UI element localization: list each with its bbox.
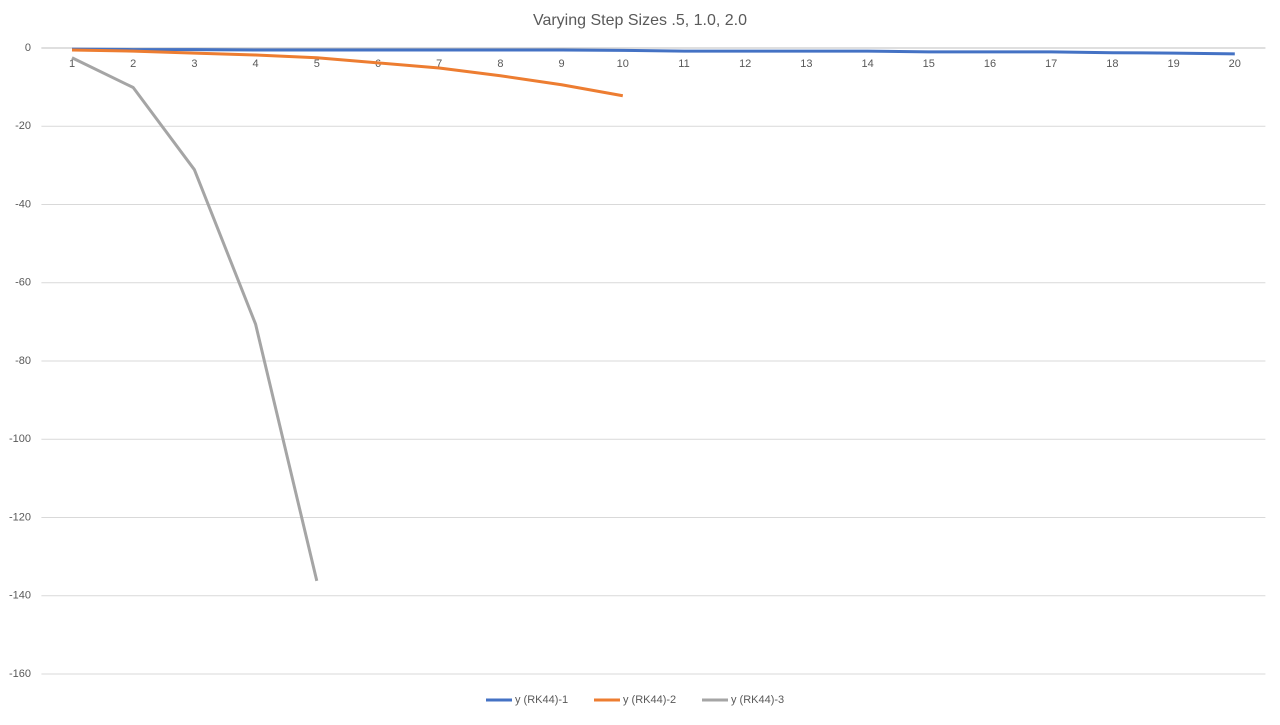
x-tick-label: 10 <box>617 58 629 70</box>
x-tick-label: 5 <box>314 58 320 70</box>
y-tick-label: 0 <box>25 42 31 54</box>
series-line <box>71 56 319 582</box>
x-tick-label: 12 <box>739 58 751 70</box>
y-tick-label: -40 <box>15 198 31 210</box>
x-tick-label: 9 <box>559 58 565 70</box>
x-tick-label: 1 <box>69 58 75 70</box>
x-tick-label: 8 <box>497 58 503 70</box>
series-line <box>71 48 624 98</box>
x-tick-label: 13 <box>800 58 812 70</box>
x-tick-label: 7 <box>436 58 442 70</box>
x-tick-label: 15 <box>923 58 935 70</box>
x-tick-label: 20 <box>1229 58 1241 70</box>
x-tick-label: 17 <box>1045 58 1057 70</box>
legend-label: y (RK44)-2 <box>623 694 676 706</box>
x-tick-label: 4 <box>253 58 259 70</box>
x-tick-label: 18 <box>1106 58 1118 70</box>
series-line <box>71 47 1235 56</box>
x-tick-label: 2 <box>130 58 136 70</box>
chart-title: Varying Step Sizes .5, 1.0, 2.0 <box>533 12 747 29</box>
y-tick-label: -100 <box>9 433 31 445</box>
x-tick-label: 14 <box>861 58 873 70</box>
y-tick-label: -120 <box>9 511 31 523</box>
y-tick-label: -140 <box>9 590 31 602</box>
x-tick-label: 3 <box>191 58 197 70</box>
x-tick-label: 16 <box>984 58 996 70</box>
legend-label: y (RK44)-3 <box>731 694 784 706</box>
legend-label: y (RK44)-1 <box>515 694 568 706</box>
y-tick-label: -80 <box>15 355 31 367</box>
y-tick-label: -60 <box>15 277 31 289</box>
y-tick-label: -160 <box>9 668 31 680</box>
x-tick-label: 11 <box>678 58 689 70</box>
y-tick-label: -20 <box>15 120 31 132</box>
x-tick-label: 19 <box>1167 58 1179 70</box>
